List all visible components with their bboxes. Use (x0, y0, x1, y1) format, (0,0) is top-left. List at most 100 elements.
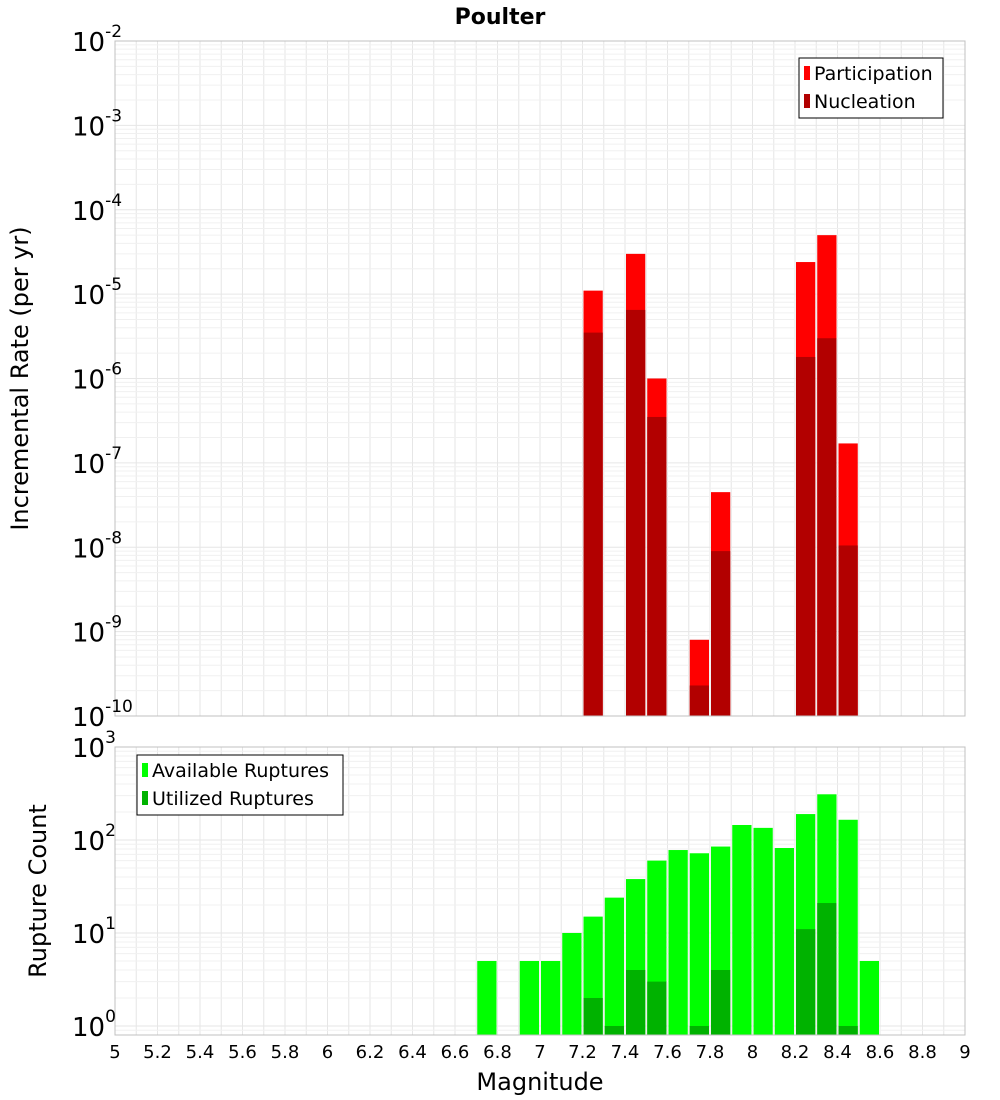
y-tick-label: 10-3 (72, 106, 122, 142)
y-tick-base: 10 (72, 1013, 105, 1043)
x-tick-label: 7.2 (568, 1042, 597, 1063)
x-tick-label: 6.4 (398, 1042, 427, 1063)
bar-available-ruptures (519, 960, 539, 1035)
y-tick-exponent: -8 (105, 528, 122, 548)
bar-available-ruptures (753, 827, 773, 1035)
y-tick-label: 10-6 (72, 360, 122, 396)
bar-available-ruptures (562, 932, 582, 1035)
y-tick-base: 10 (72, 281, 105, 311)
y-tick-base: 10 (72, 920, 105, 950)
top-legend: Participation Nucleation (798, 57, 944, 119)
y-tick-label: 102 (72, 821, 116, 857)
bar-overlay-nucleation (817, 338, 837, 716)
bar-overlay-utilized-ruptures (796, 929, 816, 1035)
x-tick-label: 8 (747, 1042, 758, 1063)
bar-overlay-utilized-ruptures (583, 997, 603, 1035)
bar-available-ruptures (774, 848, 794, 1035)
y-tick-exponent: -10 (105, 697, 133, 717)
bar-available-ruptures (859, 960, 879, 1035)
y-tick-exponent: -6 (105, 360, 122, 380)
bar-overlay-nucleation (796, 356, 816, 716)
legend-box (136, 754, 344, 816)
bar-available-ruptures (689, 853, 709, 1035)
bar-overlay-utilized-ruptures (817, 903, 837, 1035)
x-tick-label: 5.6 (228, 1042, 257, 1063)
x-tick-label: 5.8 (271, 1042, 300, 1063)
bar-overlay-utilized-ruptures (604, 1025, 624, 1035)
bottom-y-axis-label: Rupture Count (24, 804, 52, 978)
y-tick-exponent: -4 (105, 191, 122, 211)
x-tick-label: 8.8 (908, 1042, 937, 1063)
y-tick-exponent: -9 (105, 613, 122, 633)
bar-overlay-utilized-ruptures (689, 1025, 709, 1035)
y-tick-label: 10-10 (72, 697, 133, 733)
x-tick-label: 8.6 (866, 1042, 895, 1063)
bottom-bars (477, 794, 879, 1035)
y-tick-label: 10-5 (72, 275, 122, 311)
bar-overlay-nucleation (838, 545, 858, 716)
y-tick-label: 10-9 (72, 613, 122, 649)
y-tick-base: 10 (72, 366, 105, 396)
bar-overlay-utilized-ruptures (626, 969, 646, 1035)
legend-label: Nucleation (814, 91, 916, 113)
y-tick-exponent: -3 (105, 106, 122, 126)
x-tick-label: 5.4 (186, 1042, 215, 1063)
legend-swatch (804, 94, 810, 108)
bar-available-ruptures (838, 819, 858, 1035)
bar-overlay-nucleation (711, 551, 731, 716)
bottom-plot-frame (114, 746, 966, 1036)
bar-overlay-nucleation (689, 685, 709, 716)
x-tick-label: 7.4 (611, 1042, 640, 1063)
bar-overlay-utilized-ruptures (838, 1025, 858, 1035)
y-tick-exponent: 0 (105, 1007, 116, 1027)
y-tick-base: 10 (72, 703, 105, 733)
y-tick-base: 10 (72, 619, 105, 649)
y-tick-base: 10 (72, 450, 105, 480)
bar-available-ruptures (604, 897, 624, 1035)
y-tick-base: 10 (72, 28, 105, 58)
x-tick-labels: 5 5.2 5.4 5.6 5.8 6 6.2 6.4 6.6 6.8 7 7.2 7.4 7.6 7.8 8… (109, 1042, 970, 1063)
x-tick-label: 7.6 (653, 1042, 682, 1063)
y-tick-base: 10 (72, 197, 105, 227)
x-tick-label: 8.4 (823, 1042, 852, 1063)
legend-label: Utilized Ruptures (152, 788, 314, 810)
y-tick-exponent: 2 (105, 821, 116, 841)
top-bars (583, 235, 858, 716)
x-tick-label: 5.2 (143, 1042, 172, 1063)
legend-label: Participation (814, 63, 933, 85)
x-tick-label: 9 (959, 1042, 970, 1063)
legend-swatch (142, 763, 148, 777)
x-tick-label: 6.6 (441, 1042, 470, 1063)
x-tick-label: 6.8 (483, 1042, 512, 1063)
x-tick-label: 7.8 (696, 1042, 725, 1063)
y-tick-label: 10-2 (72, 22, 122, 58)
y-tick-exponent: -5 (105, 275, 122, 295)
x-tick-label: 6.2 (356, 1042, 385, 1063)
bar-available-ruptures (668, 850, 688, 1035)
legend-box (798, 57, 944, 119)
bar-overlay-nucleation (583, 332, 603, 716)
x-tick-label: 6 (322, 1042, 333, 1063)
y-tick-label: 103 (72, 728, 116, 764)
x-axis-label: Magnitude (476, 1068, 603, 1096)
x-tick-label: 7 (534, 1042, 545, 1063)
y-tick-label: 100 (72, 1007, 116, 1043)
y-tick-label: 101 (72, 914, 116, 950)
bottom-legend: Available Ruptures Utilized Ruptures (136, 754, 344, 816)
bar-overlay-nucleation (626, 309, 646, 716)
top-gridlines (114, 40, 966, 717)
x-tick-label: 8.2 (781, 1042, 810, 1063)
y-tick-base: 10 (72, 112, 105, 142)
y-tick-exponent: 3 (105, 728, 116, 748)
bar-available-ruptures (477, 960, 497, 1035)
chart-title: Poulter (455, 5, 546, 30)
top-y-axis-label: Incremental Rate (per yr) (6, 226, 34, 530)
y-tick-exponent: -2 (105, 22, 122, 42)
bar-overlay-utilized-ruptures (647, 981, 667, 1035)
y-tick-exponent: 1 (105, 914, 116, 934)
